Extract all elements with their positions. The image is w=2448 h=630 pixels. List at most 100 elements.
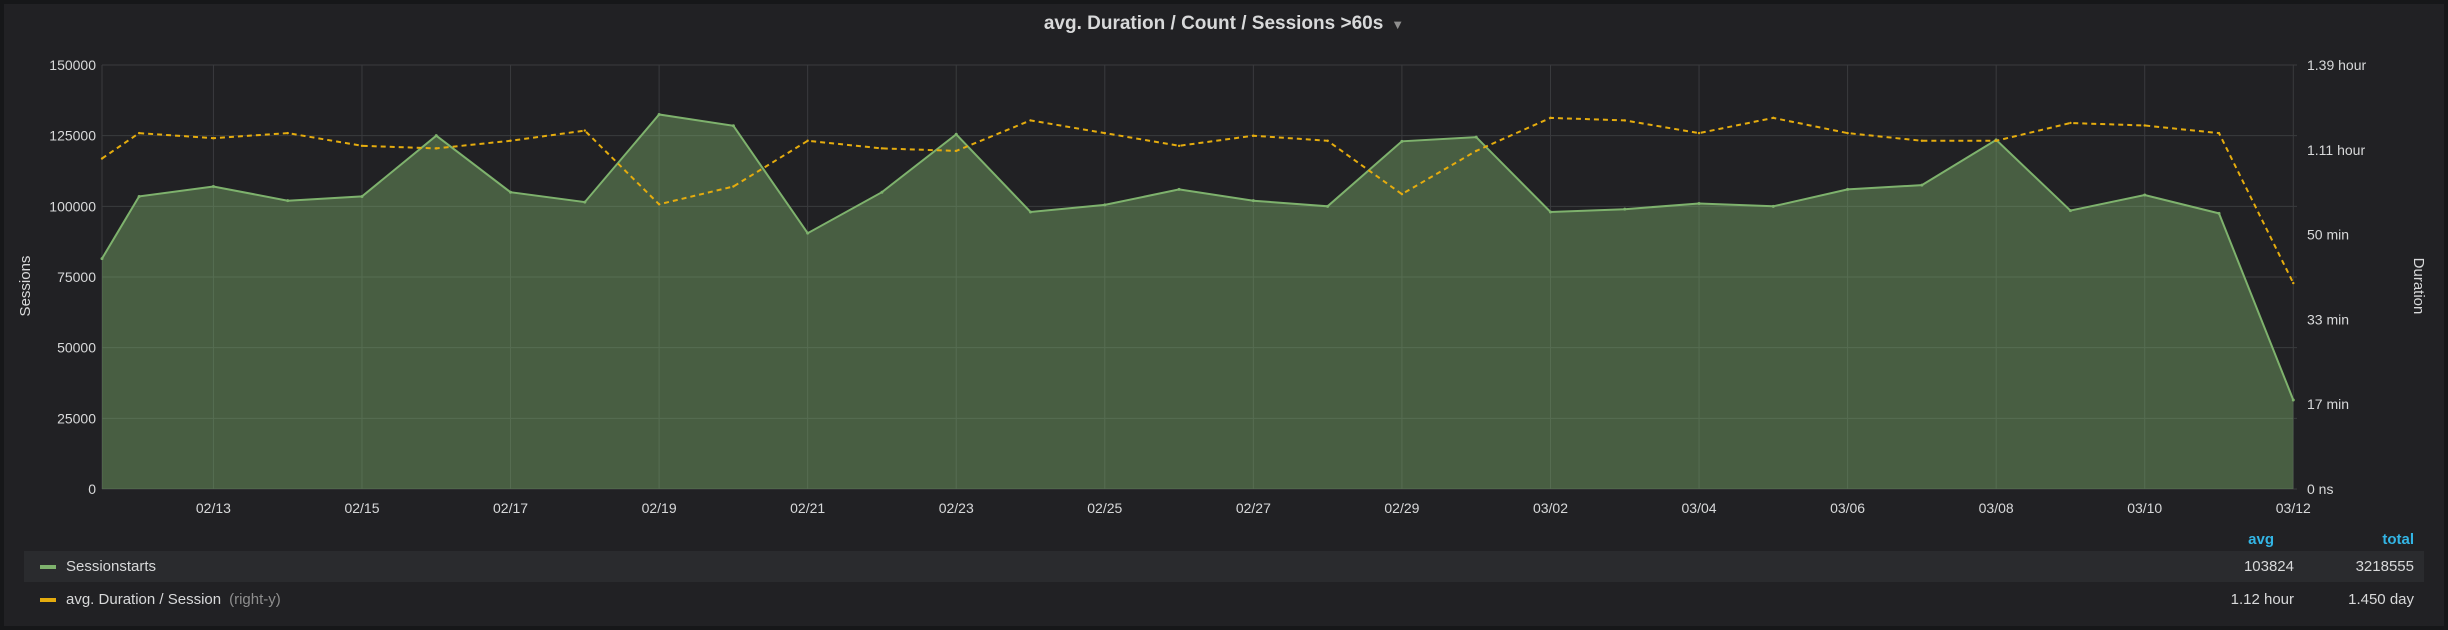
duration-point — [2069, 121, 2072, 125]
duration-point — [1772, 116, 1775, 120]
y-tick-label-left: 50000 — [57, 340, 96, 356]
legend-avg-value: 103824 — [2243, 558, 2294, 575]
y-tick-label-right: 0 ns — [2307, 481, 2333, 497]
x-tick-label: 03/12 — [2276, 500, 2311, 516]
duration-point — [212, 137, 215, 140]
y-tick-label-left: 125000 — [49, 128, 96, 144]
sessions-point — [731, 124, 735, 128]
duration-point — [2143, 124, 2146, 127]
x-tick-label: 02/25 — [1087, 500, 1122, 516]
sessions-point — [360, 194, 364, 198]
sessions-point — [1474, 135, 1478, 139]
x-tick-label: 03/08 — [1979, 500, 2014, 516]
legend-axis-note: (right-y) — [229, 591, 281, 608]
duration-point — [732, 185, 735, 188]
x-tick-label: 02/27 — [1236, 500, 1271, 516]
sessions-point — [286, 199, 290, 203]
panel-header[interactable]: avg. Duration / Count / Sessions >60s ▼ — [4, 4, 2444, 44]
duration-point — [657, 203, 661, 206]
series-sessionstarts — [100, 112, 2295, 489]
duration-point — [806, 139, 809, 142]
legend-label[interactable]: Sessionstarts — [66, 558, 157, 575]
duration-point — [955, 149, 958, 153]
duration-point — [1920, 139, 1924, 142]
x-tick-label: 03/02 — [1533, 500, 1568, 516]
sessions-area-fill — [102, 114, 2294, 489]
sessions-point — [2143, 193, 2147, 197]
sessions-point — [100, 257, 104, 261]
legend-swatch-yellow — [40, 597, 56, 602]
sessions-point — [1251, 199, 1255, 203]
axis-ticks: 0 25000 50000 75000 100000 125000 150000 0 ns 17… — [49, 57, 2366, 516]
duration-point — [100, 157, 104, 160]
sessions-point — [434, 134, 438, 138]
sessions-point — [1846, 187, 1850, 191]
duration-point — [583, 129, 587, 132]
x-tick-label: 02/21 — [790, 500, 825, 516]
duration-point — [1326, 139, 1329, 142]
duration-point — [1474, 149, 1478, 153]
legend-col-avg[interactable]: avg — [2248, 531, 2274, 548]
sessions-point — [1326, 204, 1330, 208]
y-tick-label-left: 100000 — [49, 198, 96, 214]
sessions-point — [509, 190, 513, 194]
duration-point — [1846, 131, 1849, 135]
duration-point — [286, 131, 289, 135]
duration-point — [2217, 131, 2221, 135]
legend-swatch-green — [40, 564, 56, 569]
graph-panel: avg. Duration / Count / Sessions >60s ▼ … — [4, 4, 2444, 626]
chevron-down-icon[interactable]: ▼ — [1391, 16, 1405, 32]
legend-col-total[interactable]: total — [2382, 531, 2414, 548]
x-tick-label: 02/29 — [1384, 500, 1419, 516]
legend-total-value: 1.450 day — [2348, 591, 2414, 608]
duration-point — [880, 147, 884, 150]
duration-point — [1177, 144, 1181, 148]
duration-point — [1549, 116, 1552, 120]
x-tick-label: 02/13 — [196, 500, 231, 516]
y-tick-label-right: 33 min — [2307, 311, 2349, 327]
sessions-point — [880, 190, 884, 194]
sessions-point — [1103, 203, 1107, 207]
sessions-point — [1177, 187, 1181, 191]
duration-point — [360, 144, 364, 148]
legend-avg-value: 1.12 hour — [2230, 591, 2294, 608]
sessions-point — [2068, 209, 2072, 213]
sessions-point — [1400, 139, 1404, 143]
x-tick-label: 02/23 — [939, 500, 974, 516]
y-axis-label-right: Duration — [2410, 258, 2427, 315]
duration-point — [1103, 131, 1106, 135]
y-axis-label-left: Sessions — [17, 256, 34, 317]
x-tick-label: 02/19 — [642, 500, 677, 516]
x-tick-label: 02/17 — [493, 500, 528, 516]
duration-point — [137, 131, 141, 135]
legend-total-value: 3218555 — [2355, 558, 2414, 575]
x-tick-label: 02/15 — [344, 500, 379, 516]
panel-title[interactable]: avg. Duration / Count / Sessions >60s — [1043, 13, 1384, 34]
sessions-point — [1029, 210, 1033, 214]
y-tick-label-right: 1.11 hour — [2307, 142, 2365, 158]
legend-item-avg-duration[interactable]: avg. Duration / Session (right-y) 1.12 h… — [24, 584, 2424, 615]
duration-point — [1994, 139, 1998, 142]
series-avg-duration — [100, 116, 2295, 285]
duration-point — [1400, 192, 1404, 196]
y-tick-label-left: 0 — [88, 481, 96, 497]
legend-label[interactable]: avg. Duration / Session — [66, 591, 222, 608]
sessions-point — [1920, 183, 1924, 187]
sessions-point — [2217, 211, 2221, 215]
x-tick-label: 03/04 — [1682, 500, 1717, 516]
grid — [101, 64, 2297, 490]
sessions-point — [583, 200, 587, 204]
x-tick-label: 03/06 — [1830, 500, 1865, 516]
duration-point — [2292, 281, 2295, 285]
duration-point — [509, 139, 512, 142]
sessions-point — [1548, 210, 1552, 214]
chart: 0 25000 50000 75000 100000 125000 150000 0 ns 17… — [17, 57, 2427, 516]
legend-item-sessionstarts[interactable]: Sessionstarts 103824 3218555 — [24, 551, 2424, 582]
sessions-point — [137, 194, 141, 198]
y-tick-label-right: 1.39 hour — [2307, 57, 2366, 73]
duration-point — [1697, 131, 1701, 135]
duration-point — [1029, 119, 1032, 122]
sessions-point — [1623, 207, 1627, 211]
sessions-point — [2291, 398, 2295, 402]
y-tick-label-left: 150000 — [49, 57, 96, 73]
